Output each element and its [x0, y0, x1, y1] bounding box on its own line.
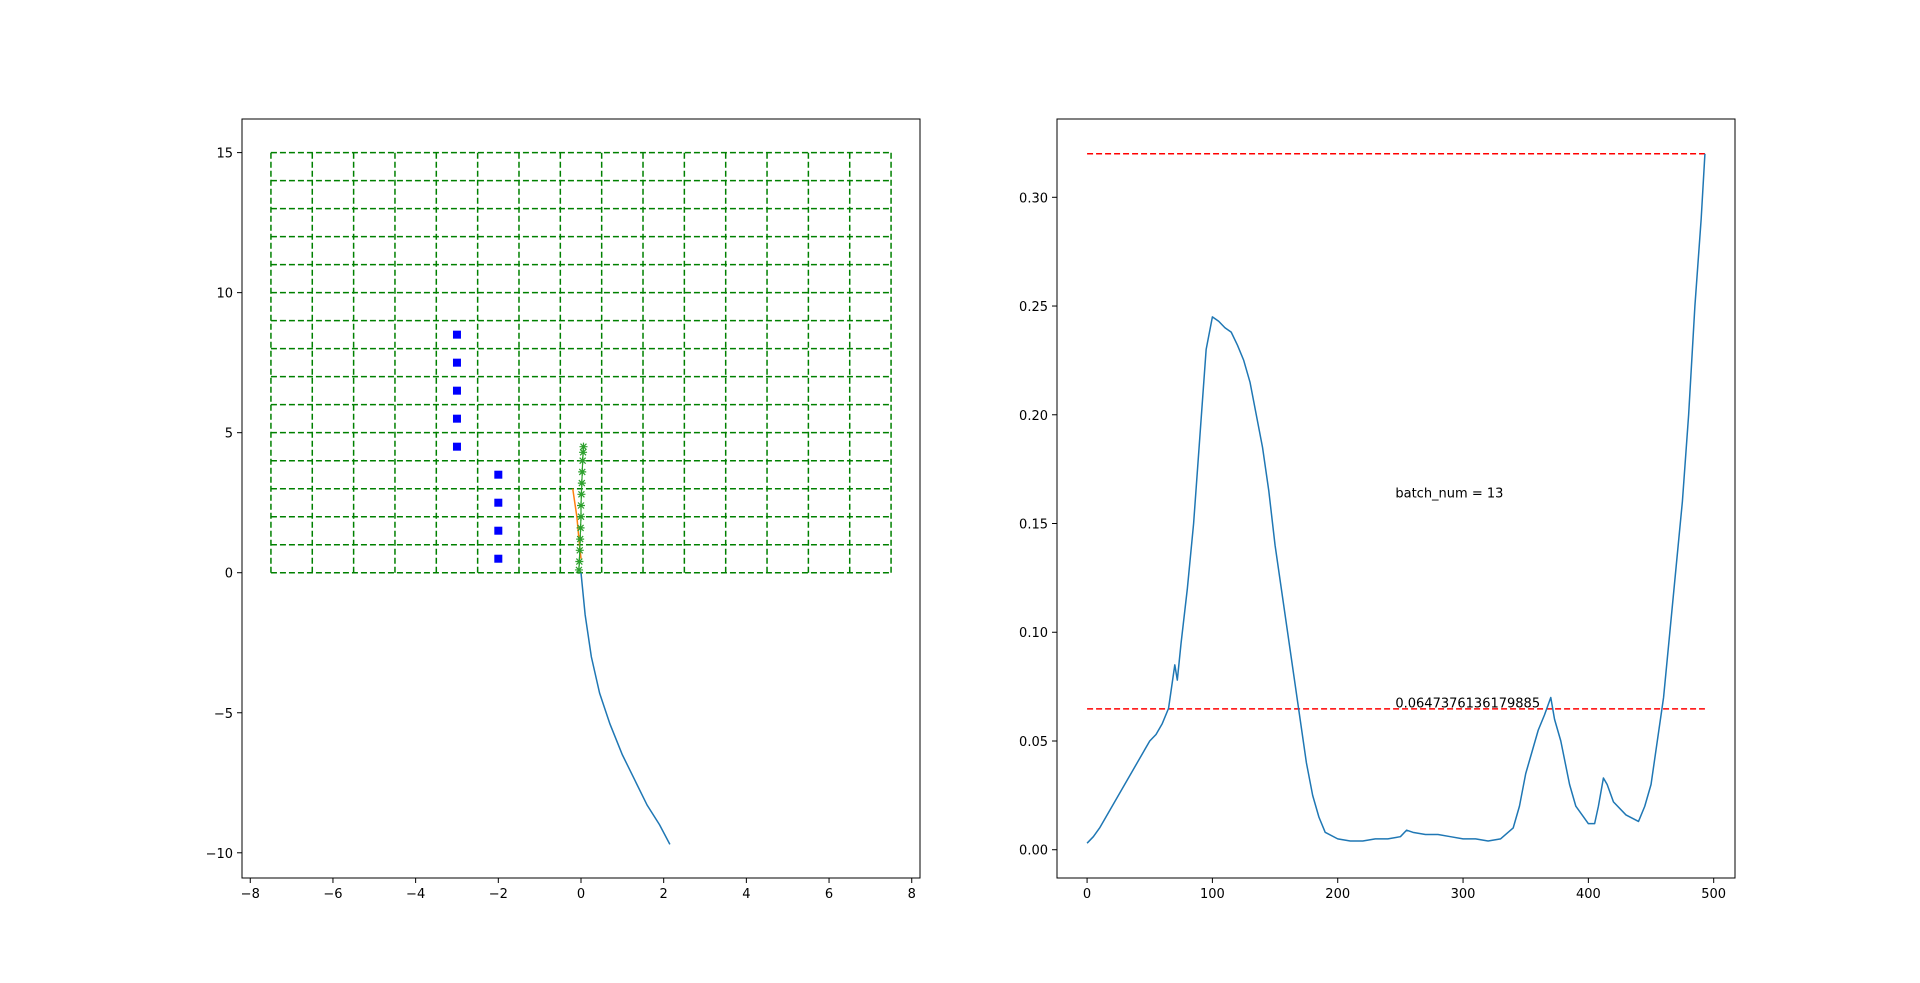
threshold-value-annotation: 0.0647376136179885 — [1395, 696, 1540, 711]
right-x-axis: 0 100 200 300 400 500 — [1083, 878, 1726, 902]
left-x-tick-label: −2 — [489, 887, 508, 902]
left-x-tick-label: −6 — [323, 887, 342, 902]
left-y-tick-label: 5 — [225, 427, 233, 442]
star-marker — [579, 448, 588, 457]
star-marker — [576, 535, 585, 544]
right-annotations: batch_num = 13 0.0647376136179885 — [1395, 486, 1540, 711]
obstacle-square — [494, 554, 503, 563]
right-y-tick-label: 0.15 — [1019, 518, 1048, 533]
obstacle-square — [494, 526, 503, 535]
left-y-tick-label: −10 — [206, 847, 233, 862]
obstacle-square — [452, 358, 461, 367]
left-waypoint-markers — [574, 442, 588, 574]
right-loss-series — [1086, 153, 1706, 844]
right-x-tick-label: 200 — [1325, 887, 1350, 902]
left-y-axis: −10 −5 0 5 10 15 — [206, 147, 242, 862]
right-x-tick-label: 500 — [1701, 887, 1726, 902]
right-x-tick-label: 300 — [1451, 887, 1476, 902]
trajectory-line — [580, 572, 671, 845]
obstacle-square — [452, 414, 461, 423]
star-marker — [579, 442, 588, 451]
right-plot-area — [1057, 119, 1735, 878]
right-y-axis: 0.00 0.05 0.10 0.15 0.20 0.25 0.30 — [1019, 191, 1057, 859]
right-y-tick-label: 0.00 — [1019, 844, 1048, 859]
left-x-tick-label: 4 — [742, 887, 750, 902]
right-y-tick-label: 0.20 — [1019, 409, 1048, 424]
left-x-tick-label: 8 — [908, 887, 916, 902]
left-cell-grid — [270, 151, 892, 574]
left-trajectory — [580, 572, 671, 845]
star-marker — [574, 565, 583, 574]
right-threshold-lines — [1087, 153, 1705, 710]
batch-num-annotation: batch_num = 13 — [1395, 486, 1503, 501]
obstacle-square — [452, 330, 461, 339]
right-y-tick-label: 0.30 — [1019, 191, 1048, 206]
left-x-tick-label: 0 — [577, 887, 585, 902]
left-x-tick-label: −8 — [241, 887, 260, 902]
left-y-tick-label: 15 — [216, 147, 233, 162]
left-x-tick-label: 6 — [825, 887, 833, 902]
obstacle-square — [494, 470, 503, 479]
right-y-tick-label: 0.10 — [1019, 626, 1048, 641]
left-x-tick-label: −4 — [406, 887, 425, 902]
right-y-tick-label: 0.25 — [1019, 300, 1048, 315]
star-marker — [575, 557, 584, 566]
star-marker — [577, 501, 585, 510]
star-marker — [575, 546, 584, 555]
left-y-tick-label: −5 — [214, 707, 233, 722]
star-marker — [577, 479, 586, 488]
left-y-tick-label: 10 — [216, 287, 233, 302]
left-y-tick-label: 0 — [225, 567, 233, 582]
left-x-axis: −8 −6 −4 −2 0 2 4 6 8 — [241, 878, 916, 902]
right-x-tick-label: 0 — [1083, 887, 1091, 902]
left-x-tick-label: 2 — [660, 887, 668, 902]
star-marker — [577, 490, 586, 499]
right-axes-frame — [1056, 118, 1736, 879]
star-marker — [576, 523, 585, 532]
left-chart: −8 −6 −4 −2 0 2 4 6 8 −10 −5 0 5 10 15 — [206, 118, 921, 902]
star-marker — [578, 456, 587, 465]
right-chart: batch_num = 13 0.0647376136179885 0 100 20… — [1019, 118, 1736, 902]
right-y-tick-label: 0.05 — [1019, 735, 1048, 750]
right-x-tick-label: 400 — [1576, 887, 1601, 902]
star-marker — [577, 512, 585, 521]
obstacle-square — [452, 386, 461, 395]
right-x-tick-label: 100 — [1200, 887, 1225, 902]
obstacle-square — [452, 442, 461, 451]
left-obstacles — [452, 330, 503, 563]
loss-line — [1086, 153, 1706, 844]
star-marker — [578, 467, 587, 476]
obstacle-square — [494, 498, 503, 507]
